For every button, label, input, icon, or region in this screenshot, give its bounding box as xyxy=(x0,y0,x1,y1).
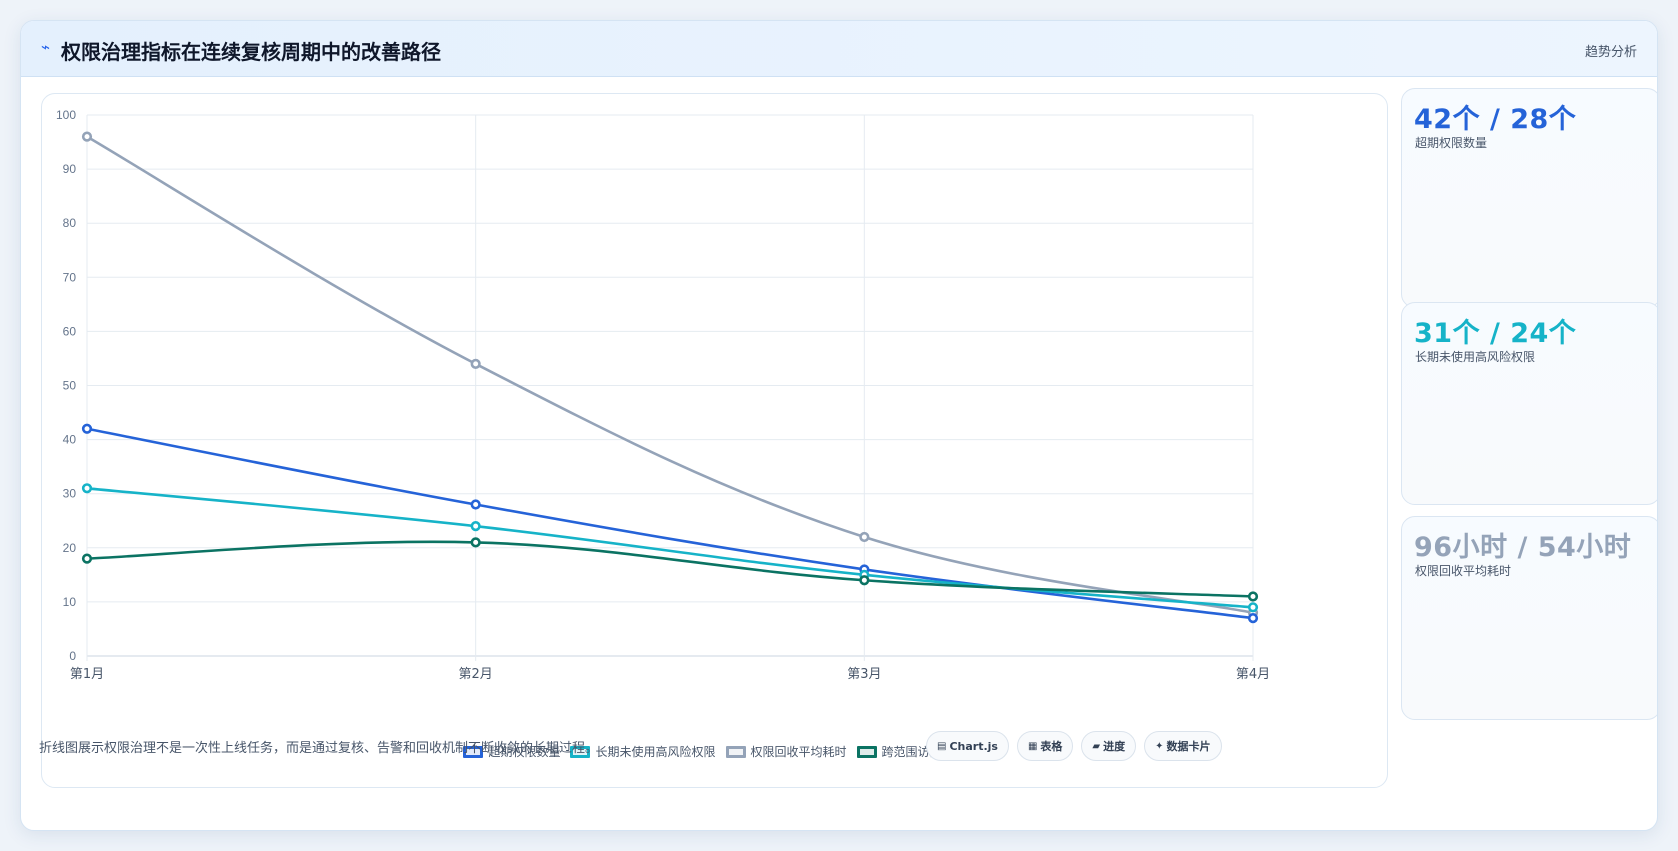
progress-icon: ▰ xyxy=(1092,740,1101,752)
legend-label: 长期未使用高风险权限 xyxy=(595,745,716,759)
stat-label: 长期未使用高风险权限 xyxy=(1415,350,1536,364)
data-point xyxy=(1247,602,1259,613)
stat-value: 42个 / 28个 xyxy=(1414,104,1577,135)
stat-value: 96小时 / 54小时 xyxy=(1414,532,1632,563)
series-line xyxy=(86,135,1254,614)
data-point xyxy=(859,575,870,586)
y-tick-label: 100 xyxy=(56,108,76,122)
stat-card-revoke-time: 96小时 / 54小时 权限回收平均耗时 xyxy=(1401,516,1657,720)
footer-note: 折线图展示权限治理不是一次性上线任务，而是通过复核、告警和回收机制不断收敛的长期… xyxy=(39,741,599,756)
stat-value: 31个 / 24个 xyxy=(1414,318,1577,349)
chip-data-card[interactable]: ✦ 数据卡片 xyxy=(1144,731,1222,761)
tech-chips: ▤ Chart.js ▦ 表格 ▰ 进度 ✦ 数据卡片 xyxy=(926,731,1222,761)
data-point xyxy=(1247,591,1259,602)
stat-label: 权限回收平均耗时 xyxy=(1415,564,1512,578)
chart-icon: ▤ xyxy=(937,740,947,752)
data-point xyxy=(470,537,481,548)
data-point xyxy=(81,553,93,564)
y-tick-label: 20 xyxy=(63,541,77,555)
y-tick-label: 90 xyxy=(63,162,77,176)
y-tick-label: 30 xyxy=(63,487,77,501)
y-tick-label: 10 xyxy=(63,595,77,609)
stat-card-unused-risk: 31个 / 24个 长期未使用高风险权限 xyxy=(1401,302,1657,505)
chip-label: 数据卡片 xyxy=(1166,740,1211,753)
y-tick-label: 0 xyxy=(69,649,76,663)
legend-swatch xyxy=(463,745,484,758)
data-point xyxy=(81,423,93,434)
chip-progress[interactable]: ▰ 进度 xyxy=(1081,731,1137,761)
legend-item[interactable]: 超期权限数量 xyxy=(463,743,560,760)
chip-chartjs[interactable]: ▤ Chart.js xyxy=(926,731,1009,761)
chip-label: 进度 xyxy=(1103,740,1126,753)
legend-swatch xyxy=(570,745,591,758)
card-icon: ✦ xyxy=(1155,740,1164,752)
legend-label: 超期权限数量 xyxy=(488,745,561,759)
legend-label: 权限回收平均耗时 xyxy=(750,745,847,759)
data-point xyxy=(470,358,481,369)
y-tick-label: 50 xyxy=(63,379,77,393)
line-chart: 0 10 20 30 40 50 60 70 80 90 100 第1月 第2月 第3月 第4月 xyxy=(56,108,1270,682)
chip-label: Chart.js xyxy=(949,739,998,753)
data-point xyxy=(1247,613,1259,624)
dashboard-card: ⌁ 权限治理指标在连续复核周期中的改善路径 趋势分析 0 10 20 30 40 50 60… xyxy=(20,20,1658,831)
data-point xyxy=(81,483,93,494)
y-tick-label: 80 xyxy=(63,216,77,230)
x-tick-label: 第2月 xyxy=(459,667,493,682)
x-tick-label: 第3月 xyxy=(847,667,881,682)
table-icon: ▦ xyxy=(1027,740,1038,752)
header-tag: 趋势分析 xyxy=(1584,45,1637,60)
data-point xyxy=(470,499,481,510)
y-tick-label: 70 xyxy=(63,270,77,284)
data-point xyxy=(81,131,93,142)
legend-swatch xyxy=(856,745,877,758)
page-title: 权限治理指标在连续复核周期中的改善路径 xyxy=(61,40,441,64)
chip-table[interactable]: ▦ 表格 xyxy=(1016,731,1074,761)
y-tick-label: 40 xyxy=(63,433,77,447)
series-line xyxy=(86,427,1254,620)
series-line xyxy=(86,486,1254,609)
chip-label: 表格 xyxy=(1040,740,1063,753)
legend-item[interactable]: 权限回收平均耗时 xyxy=(725,743,847,760)
card-header: ⌁ 权限治理指标在连续复核周期中的改善路径 趋势分析 xyxy=(21,21,1657,77)
x-tick-label: 第1月 xyxy=(70,667,104,682)
legend-item[interactable]: 长期未使用高风险权限 xyxy=(570,743,716,760)
line-chart-panel: 0 10 20 30 40 50 60 70 80 90 100 第1月 第2月 第3月 第4月 超期权限数… xyxy=(41,93,1388,788)
x-tick-label: 第4月 xyxy=(1236,667,1270,682)
stat-label: 超期权限数量 xyxy=(1415,136,1488,150)
trend-line-icon: ⌁ xyxy=(41,38,51,56)
data-point xyxy=(470,521,481,532)
stat-card-overdue: 42个 / 28个 超期权限数量 xyxy=(1401,88,1657,308)
y-tick-label: 60 xyxy=(63,324,77,338)
legend-swatch xyxy=(725,745,746,758)
data-point xyxy=(859,531,870,543)
series-line xyxy=(86,540,1254,598)
